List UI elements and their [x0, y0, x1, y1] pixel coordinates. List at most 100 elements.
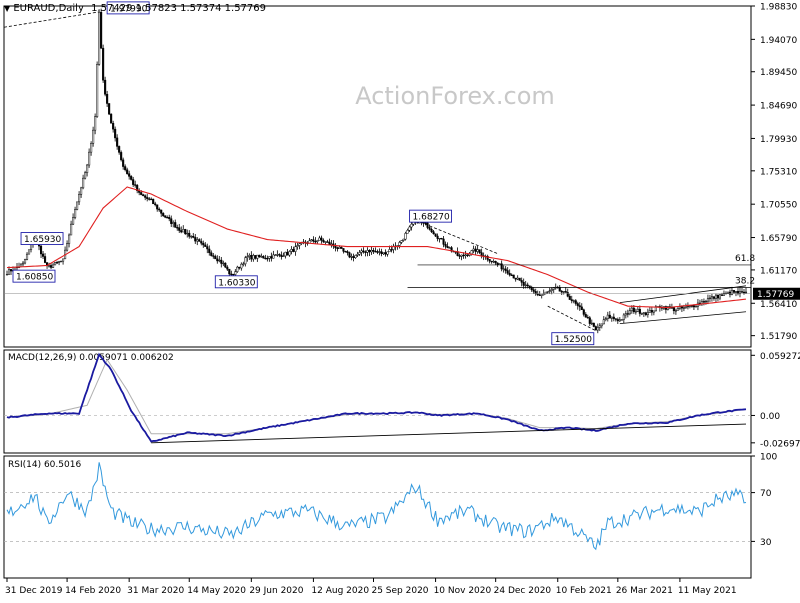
candle-body [406, 230, 409, 234]
candle-body [298, 243, 301, 246]
candle-body [94, 116, 97, 131]
candle-body [44, 256, 47, 263]
candle-body [460, 254, 463, 257]
candle-body [198, 239, 201, 242]
candle-body [732, 290, 736, 293]
candle-body [122, 159, 125, 167]
candle-body [260, 256, 263, 258]
candle-body [352, 256, 355, 258]
candle-body [68, 234, 71, 244]
candle-body [342, 248, 345, 252]
candle-body [176, 227, 179, 229]
rsi-y-tick-label: 70 [760, 489, 772, 499]
candle-body [712, 296, 716, 299]
y-tick-label: 1.84690 [760, 102, 797, 112]
candle-body [238, 266, 241, 269]
candle-body [522, 282, 525, 286]
candle-body [502, 268, 505, 270]
candle-body [726, 291, 730, 294]
candle-body [25, 253, 29, 260]
candle-body [740, 291, 744, 293]
candle-body [492, 261, 495, 263]
candle-body [7, 269, 11, 275]
candle-body [638, 308, 641, 314]
rsi-line [6, 462, 747, 551]
candle-body [98, 11, 101, 65]
candle-body [516, 277, 519, 280]
channel-upper-line [619, 285, 747, 304]
candle-body [410, 223, 413, 228]
x-tick-label: 11 May 2021 [678, 586, 737, 596]
candle-body [264, 257, 267, 260]
candle-body [432, 231, 435, 235]
candle-body [280, 254, 283, 257]
candle-body [600, 323, 603, 327]
candle-body [470, 250, 473, 255]
candle-body [124, 166, 127, 171]
price-label: 1.97990 [110, 4, 147, 14]
candle-body [108, 103, 111, 115]
candle-body [60, 260, 63, 263]
candle-body [496, 262, 499, 265]
pane-frame-rsi [3, 455, 752, 579]
candle-body [446, 246, 449, 249]
candle-body [146, 197, 149, 199]
candle-body [106, 94, 109, 104]
candle-body [408, 226, 411, 231]
candle-body [578, 305, 581, 308]
candle-body [188, 232, 191, 237]
candle-body [462, 254, 465, 257]
x-tick-label: 26 Mar 2021 [616, 586, 673, 596]
candle-body [56, 262, 59, 264]
candle-body [606, 314, 609, 319]
y-tick-label: 1.61170 [760, 266, 797, 276]
rsi-title: RSI(14) 60.5016 [8, 460, 81, 470]
candle-body [400, 240, 403, 243]
y-tick-label: 1.89450 [760, 68, 797, 78]
candle-body [222, 262, 225, 265]
candle-body [562, 291, 565, 293]
dashed-trend-line [3, 11, 100, 28]
candle-body [476, 249, 479, 252]
candle-body [534, 291, 537, 294]
price-label-box [551, 332, 595, 346]
candle-body [372, 250, 375, 252]
candle-body [134, 184, 137, 186]
candle-body [438, 238, 441, 240]
candle-body [206, 246, 209, 250]
candle-body [294, 246, 297, 252]
candle-body [566, 292, 569, 297]
candle-body [466, 254, 469, 256]
candle-body [570, 299, 573, 301]
candle-body [580, 306, 583, 311]
candle-body [262, 256, 265, 259]
candle-body [270, 256, 273, 259]
candle-body [52, 264, 55, 268]
candle-body [622, 314, 625, 320]
candle-body [720, 294, 724, 296]
candle-body [652, 310, 655, 313]
candle-body [506, 270, 509, 274]
candle-body [326, 241, 329, 243]
candle-body [21, 262, 25, 265]
candle-body [612, 316, 615, 319]
dropdown-triangle-icon[interactable]: ▼ [4, 4, 11, 13]
candle-body [140, 192, 143, 195]
candle-body [296, 245, 299, 247]
candle-body [382, 252, 385, 254]
candle-body [548, 290, 551, 292]
candle-body [738, 291, 742, 294]
candle-body [546, 291, 549, 293]
candle-body [170, 218, 173, 224]
y-tick-label: 1.75310 [760, 167, 797, 177]
candle-body [276, 254, 279, 256]
candle-body [596, 327, 599, 331]
candle-body [318, 237, 321, 241]
candle-body [434, 233, 437, 237]
candle-body [330, 243, 333, 245]
candle-body [530, 287, 533, 290]
candle-body [520, 280, 523, 283]
macd-line [6, 352, 747, 443]
candle-body [598, 325, 601, 328]
candle-body [310, 239, 313, 242]
